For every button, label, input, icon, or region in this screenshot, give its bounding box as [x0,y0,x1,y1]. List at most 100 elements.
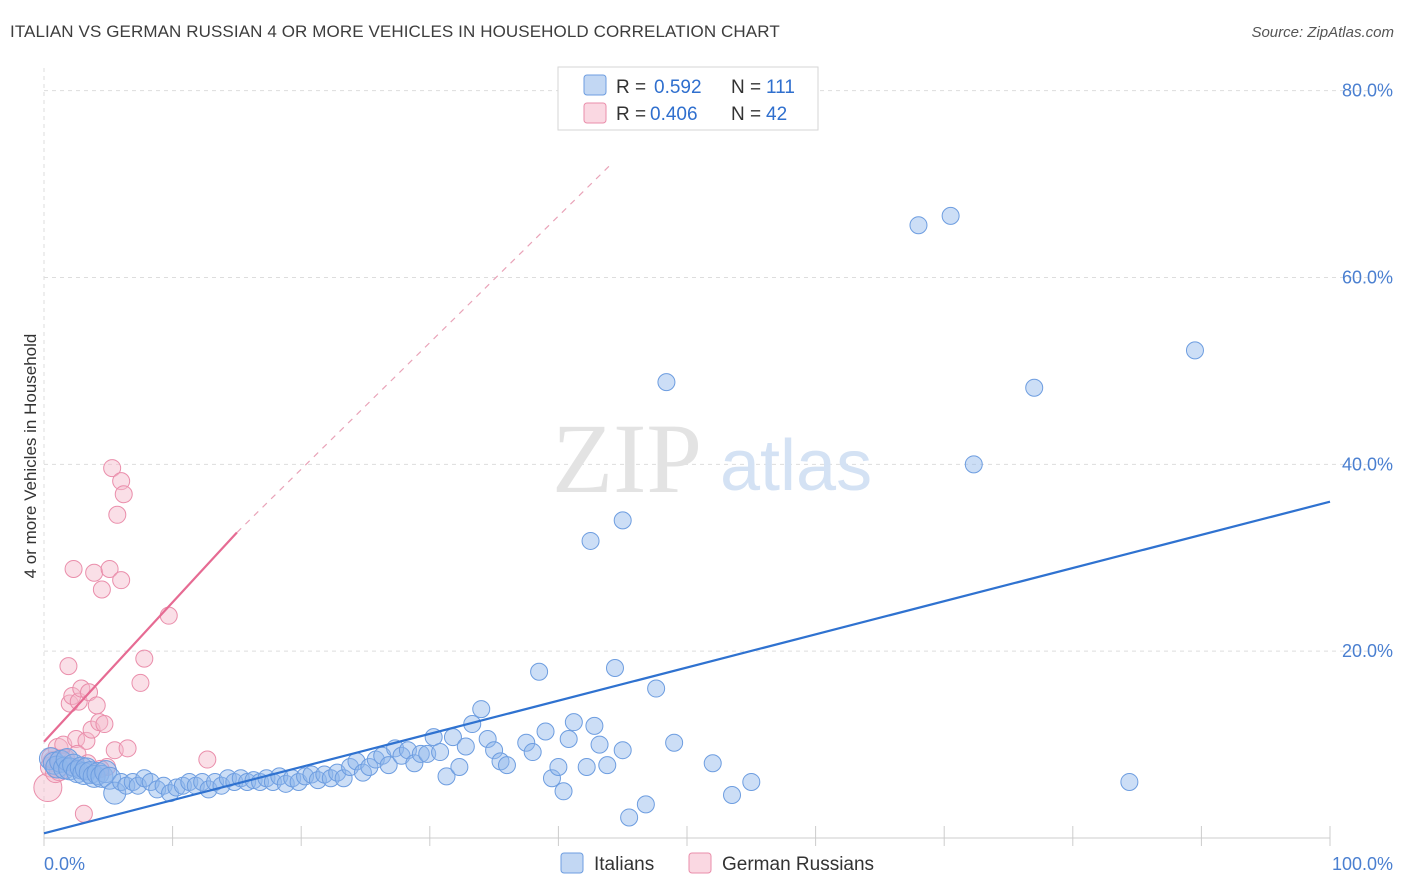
point-italians [86,762,110,786]
point-italians [549,758,568,777]
point-german-russians [135,649,154,668]
y-axis-label: 4 or more Vehicles in Household [21,334,40,579]
legend-r-value-italians: 0.592 [654,77,702,98]
y-tick-label: 40.0% [1342,454,1393,474]
point-italians [590,735,609,754]
chart-title: ITALIAN VS GERMAN RUSSIAN 4 OR MORE VEHI… [10,22,780,41]
x-axis-ticks [43,826,1331,846]
point-italians [450,758,469,777]
point-italians [497,756,516,775]
point-german-russians [92,580,111,599]
point-italians [98,766,122,790]
y-tick-label: 60.0% [1342,268,1393,288]
legend-r-label-german-russians: R = [616,104,646,125]
point-italians [1120,772,1139,791]
legend-n-value-italians: 111 [766,77,795,98]
trendline-italians [43,500,1331,835]
legend-r-value-german-russians: 0.406 [650,104,698,125]
watermark-zip: ZIP [552,403,702,514]
point-italians [909,216,928,235]
source-credit: Source: ZipAtlas.com [1251,24,1394,41]
point-italians [103,781,127,805]
gridlines [43,68,1370,839]
point-italians [941,206,960,225]
point-german-russians [74,804,93,823]
point-german-russians [77,731,96,750]
point-italians [665,733,684,752]
point-italians [564,713,583,732]
point-italians [605,658,624,677]
point-german-russians [95,715,114,734]
point-italians [478,729,497,748]
point-italians [723,786,742,805]
point-italians [559,729,578,748]
point-italians [964,455,983,474]
x-tick-label-min: 0.0% [44,854,85,874]
point-german-russians [112,571,131,590]
point-italians [379,756,398,775]
point-italians [485,741,504,760]
point-italians [1185,341,1204,360]
point-german-russians [198,750,217,769]
point-italians [523,743,542,762]
point-italians [581,531,600,550]
point-italians [536,722,555,741]
x-tick-label-max: 100.0% [1332,854,1393,874]
point-italians [334,769,353,788]
point-italians [517,733,536,752]
point-italians [437,767,456,786]
point-italians [647,679,666,698]
point-italians [585,716,604,735]
point-italians [360,758,379,777]
point-italians [657,373,676,392]
point-italians [530,662,549,681]
point-german-russians [118,739,137,758]
point-italians [620,808,639,827]
point-italians [613,741,632,760]
watermark: ZIP atlas [552,403,872,514]
y-tick-label: 80.0% [1342,81,1393,101]
point-italians [472,700,491,719]
point-italians [405,754,424,773]
trendline-german-russians [43,531,238,743]
point-german-russians [108,505,127,524]
series-legend-swatch-italians [560,852,584,874]
point-german-russians [85,563,104,582]
point-italians [598,756,617,775]
series-legend: Italians German Russians [560,852,874,875]
series-legend-label-german-russians: German Russians [722,854,874,875]
legend-n-label-italians: N = [731,77,761,98]
trend-lines [43,164,1331,835]
series-legend-swatch-german-russians [688,852,712,874]
point-german-russians [64,559,83,578]
point-italians [542,769,561,788]
point-german-russians [103,459,122,478]
point-german-russians [100,559,119,578]
point-italians [90,764,114,788]
series-legend-label-italians: Italians [594,854,654,875]
point-german-russians [87,696,106,715]
point-italians [193,772,212,791]
point-italians [742,772,761,791]
point-italians [431,743,450,762]
correlation-legend: R = 0.592 N = 111 R = 0.406 N = 42 [557,66,819,131]
legend-n-value-german-russians: 42 [766,104,787,125]
point-italians [554,782,573,801]
point-german-russians [131,673,150,692]
legend-r-label-italians: R = [616,77,646,98]
y-tick-label: 20.0% [1342,641,1393,661]
y-axis-tick-labels: 20.0% 40.0% 60.0% 80.0% [1342,81,1393,661]
point-german-russians [159,606,178,625]
point-italians [703,754,722,773]
point-italians [636,795,655,814]
legend-n-label-german-russians: N = [731,104,761,125]
italians-points [38,206,1204,827]
legend-swatch-italians [583,74,607,96]
point-italians [577,758,596,777]
point-italians [456,737,475,756]
point-italians [1025,378,1044,397]
trendline-german-russians-extension [236,164,611,533]
point-italians [411,744,430,763]
legend-swatch-german-russians [583,102,607,124]
